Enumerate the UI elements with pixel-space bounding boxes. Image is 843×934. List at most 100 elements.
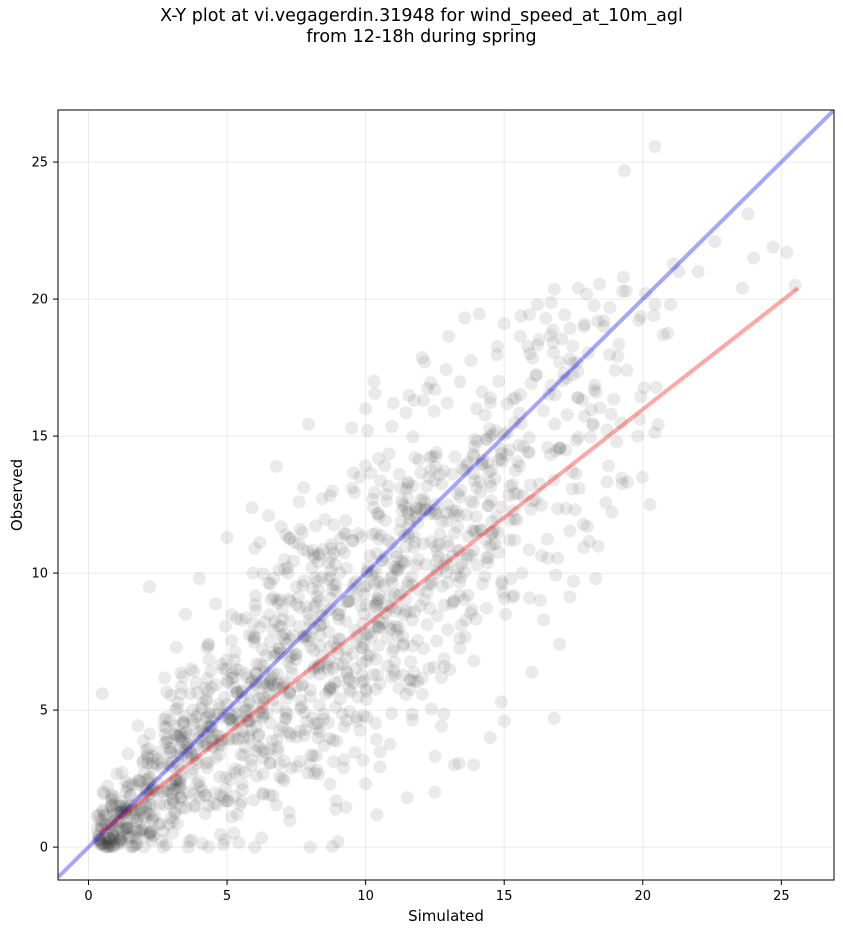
data-point	[138, 781, 152, 795]
data-point	[276, 612, 289, 626]
chart-title-line-1: X-Y plot at vi.vegagerdin.31948 for wind…	[160, 6, 683, 26]
data-point	[201, 725, 214, 739]
data-point	[586, 417, 600, 431]
data-point	[94, 822, 108, 836]
data-point	[482, 464, 496, 478]
data-point	[495, 577, 509, 591]
data-point	[420, 618, 434, 632]
data-point	[325, 484, 339, 498]
data-point	[619, 284, 633, 298]
data-point	[323, 570, 337, 584]
data-point	[464, 606, 478, 620]
data-point	[507, 588, 521, 602]
data-point	[140, 810, 153, 824]
data-point	[187, 717, 201, 731]
data-point	[284, 761, 298, 775]
data-point	[635, 470, 649, 484]
data-point	[604, 407, 618, 421]
data-point	[286, 629, 300, 643]
data-point	[177, 716, 191, 730]
data-point	[480, 601, 493, 615]
data-point	[174, 791, 188, 805]
data-point	[222, 732, 236, 746]
data-point	[364, 466, 378, 480]
data-point	[194, 701, 208, 715]
data-point	[181, 785, 195, 799]
data-point	[277, 774, 291, 788]
data-point	[168, 806, 182, 820]
data-point	[269, 798, 283, 812]
data-point	[461, 588, 475, 602]
data-point	[256, 744, 270, 758]
data-point	[323, 640, 337, 654]
data-point	[384, 536, 398, 550]
data-point	[284, 726, 297, 740]
data-point	[143, 580, 156, 594]
data-point	[218, 794, 232, 808]
data-point	[529, 493, 542, 507]
data-point	[661, 326, 675, 340]
data-point	[549, 444, 563, 458]
data-point	[366, 492, 380, 506]
grid	[58, 110, 834, 880]
data-point	[278, 754, 291, 768]
data-point	[277, 675, 291, 689]
data-point	[265, 670, 279, 684]
data-point	[138, 822, 152, 836]
data-point	[470, 402, 483, 416]
data-point	[384, 600, 398, 614]
data-point	[180, 737, 194, 751]
data-point	[105, 818, 119, 832]
data-point	[112, 820, 126, 834]
data-point	[513, 330, 527, 343]
data-point	[454, 570, 468, 584]
data-point	[195, 837, 209, 851]
data-point	[384, 622, 398, 636]
data-point	[667, 257, 680, 271]
data-point	[327, 755, 341, 769]
data-point	[483, 429, 497, 443]
data-point	[202, 706, 216, 720]
data-point	[406, 713, 419, 727]
data-point	[307, 660, 321, 673]
data-point	[195, 724, 209, 738]
data-point	[336, 657, 350, 671]
data-point	[112, 815, 126, 829]
data-point	[417, 536, 431, 550]
data-point	[133, 802, 147, 816]
data-point	[256, 787, 270, 801]
data-point	[252, 729, 266, 743]
data-point	[311, 731, 325, 745]
data-point	[569, 467, 583, 481]
data-point	[225, 634, 239, 648]
data-point	[643, 498, 657, 511]
data-point	[612, 337, 626, 351]
data-point	[412, 453, 426, 467]
data-point	[105, 816, 118, 830]
data-point	[213, 729, 227, 743]
data-point	[410, 502, 423, 516]
chart-title: X-Y plot at vi.vegagerdin.31948 for wind…	[0, 6, 843, 48]
data-point	[95, 687, 109, 701]
data-point	[239, 709, 253, 723]
data-point	[356, 641, 370, 655]
data-point	[547, 473, 561, 487]
data-point	[310, 722, 324, 736]
data-point	[553, 441, 567, 454]
data-point	[221, 675, 235, 689]
data-point	[190, 752, 204, 766]
data-point	[446, 467, 459, 481]
data-point	[372, 639, 386, 653]
data-point	[370, 592, 384, 606]
data-point	[741, 207, 755, 221]
x-tick-label: 10	[357, 889, 374, 904]
data-point	[262, 576, 276, 590]
data-point	[583, 430, 597, 444]
data-point	[169, 781, 182, 795]
data-point	[283, 686, 296, 700]
data-point	[411, 633, 425, 647]
data-point	[611, 350, 625, 363]
data-point	[540, 532, 554, 546]
data-point	[126, 830, 140, 844]
data-point	[453, 375, 467, 389]
